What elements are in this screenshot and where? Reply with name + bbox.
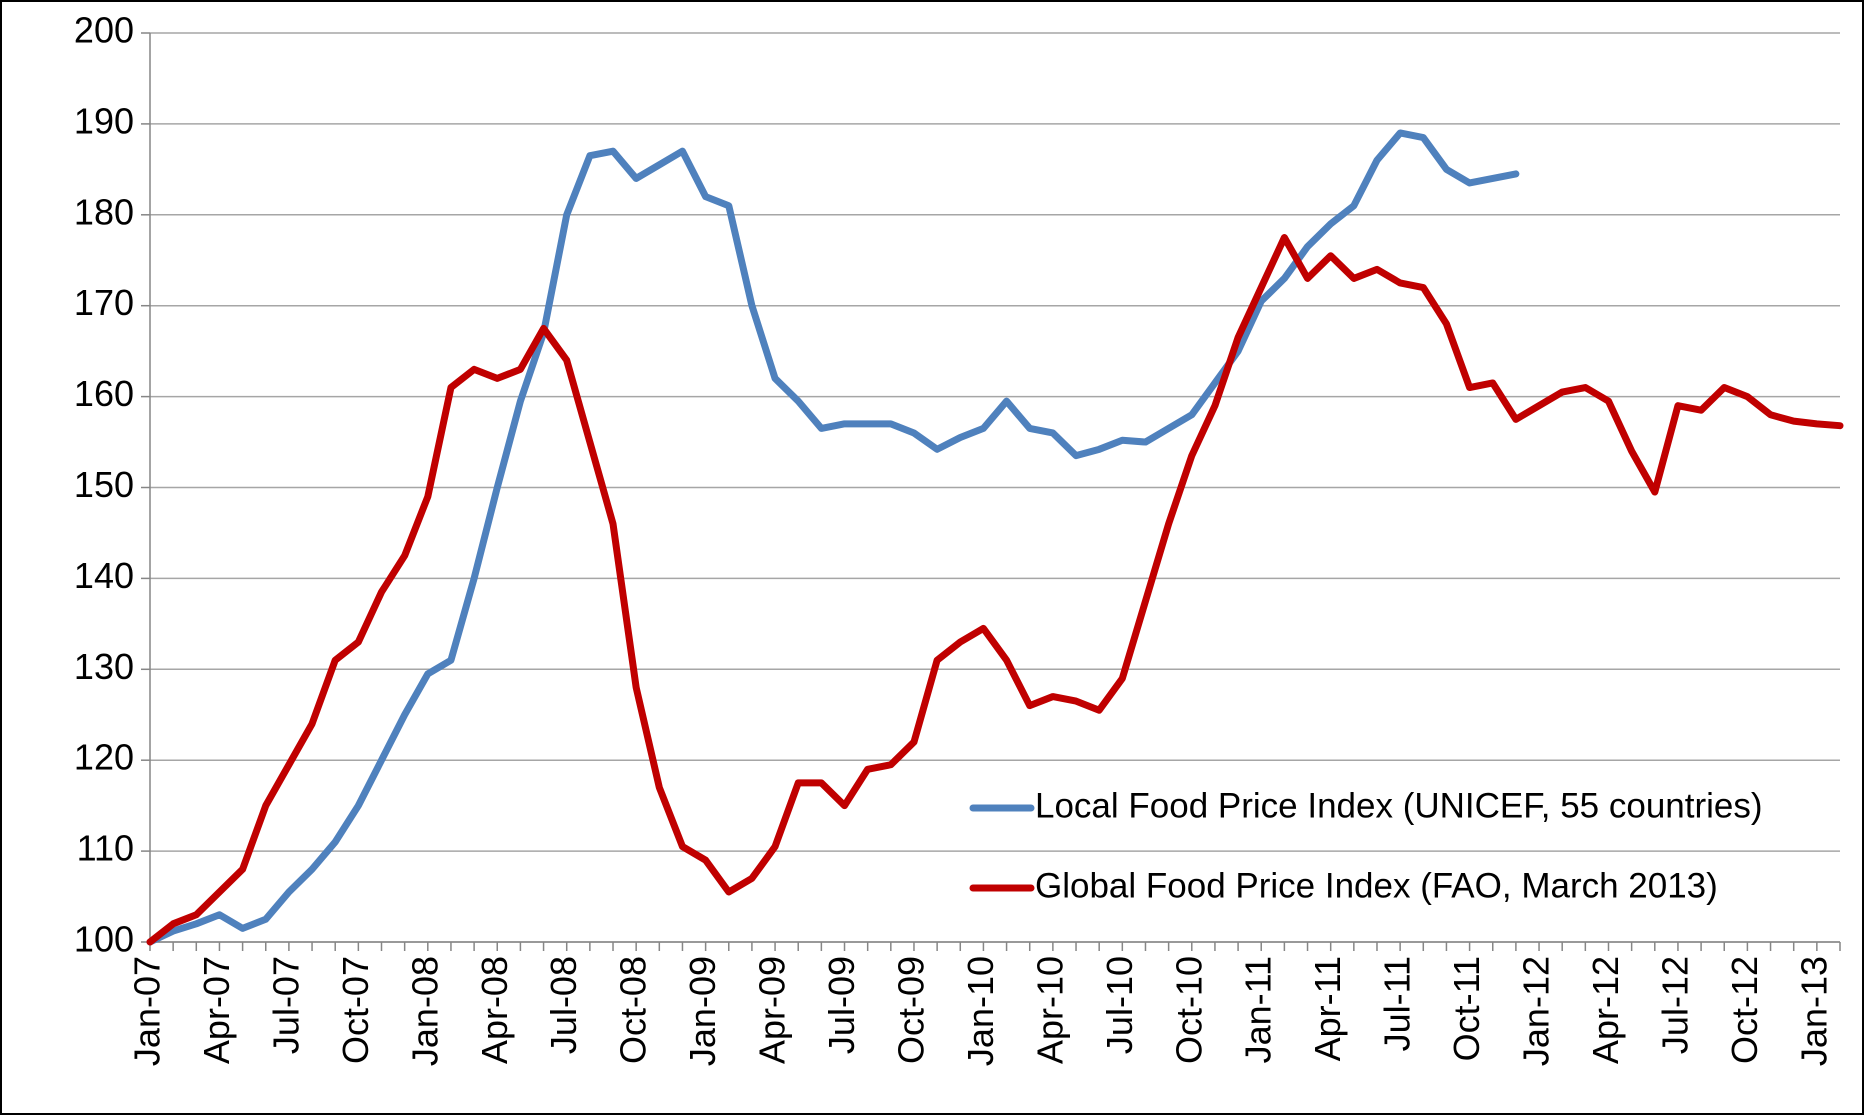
x-tick-label: Jul-10 [1099,956,1140,1054]
y-tick-label: 140 [74,555,134,596]
x-tick-label: Oct-10 [1168,956,1209,1064]
y-tick-label: 190 [74,100,134,141]
y-tick-label: 120 [74,737,134,778]
x-tick-label: Apr-12 [1585,956,1626,1064]
x-tick-label: Apr-10 [1029,956,1070,1064]
y-tick-label: 100 [74,919,134,960]
x-tick-label: Jan-13 [1793,956,1834,1066]
x-tick-label: Oct-11 [1446,956,1487,1061]
x-tick-label: Oct-08 [613,956,654,1064]
y-tick-label: 200 [74,10,134,51]
x-tick-label: Jan-08 [404,956,445,1066]
x-tick-label: Jan-12 [1516,956,1557,1066]
y-tick-label: 160 [74,373,134,414]
y-tick-label: 180 [74,191,134,232]
x-tick-label: Jul-09 [821,956,862,1054]
y-tick-label: 130 [74,646,134,687]
x-tick-label: Oct-12 [1724,956,1765,1064]
x-tick-label: Apr-08 [474,956,515,1064]
y-tick-label: 170 [74,282,134,323]
line-series [146,234,1844,946]
x-tick-label: Jul-11 [1377,956,1418,1051]
x-tick-label: Jul-12 [1654,956,1695,1054]
x-tick-label: Jan-09 [682,956,723,1066]
x-tick-label: Jul-08 [543,956,584,1054]
x-tick-label: Jan-10 [960,956,1001,1066]
x-tick-label: Apr-07 [196,956,237,1064]
legend-label: Local Food Price Index (UNICEF, 55 count… [1035,786,1763,825]
x-tick-label: Jan-07 [127,956,168,1066]
x-tick-label: Oct-09 [890,956,931,1064]
x-tick-label: Apr-11 [1307,956,1348,1061]
y-tick-label: 110 [77,828,134,869]
x-tick-label: Jan-11 [1238,956,1279,1063]
legend-label: Global Food Price Index (FAO, March 2013… [1035,866,1718,905]
x-tick-label: Apr-09 [752,956,793,1064]
y-tick-label: 150 [74,464,134,505]
x-tick-label: Jul-07 [265,956,306,1054]
x-tick-label: Oct-07 [335,956,376,1064]
line-series [146,129,1520,946]
